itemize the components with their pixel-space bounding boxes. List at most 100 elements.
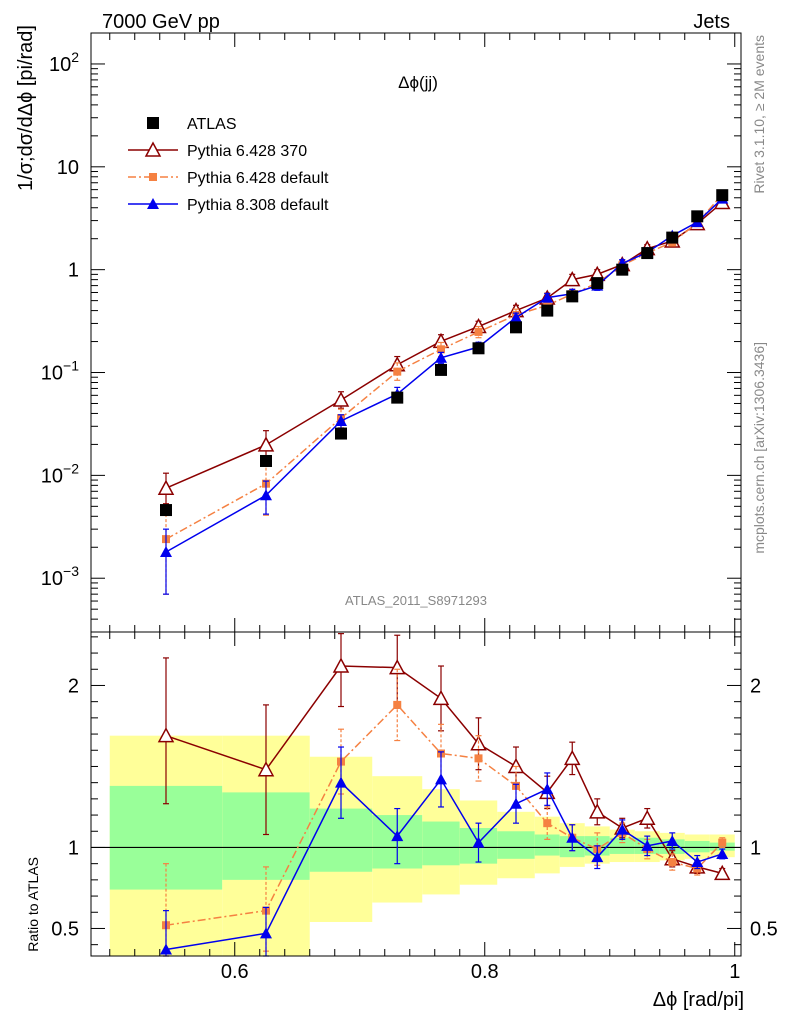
x-tick-label: 0.6 [221, 961, 249, 983]
data-point [541, 304, 554, 317]
data-point [160, 504, 172, 517]
series-atlas [160, 189, 729, 517]
stat-band-bin [422, 821, 460, 866]
data-point [472, 342, 485, 355]
data-point [257, 436, 275, 452]
data-point [160, 545, 172, 557]
ratio-frame [90, 631, 742, 957]
category-label: Jets [693, 11, 730, 33]
data-point [435, 363, 447, 376]
ratio-series-pythia-8-308-default [160, 746, 729, 957]
stat-band-bin [709, 842, 735, 851]
data-point [541, 291, 554, 303]
data-point [332, 391, 350, 407]
data-point [260, 454, 272, 467]
x-axis-title: Δϕ [rad/pi] [653, 989, 744, 1011]
legend: ATLAS Pythia 6.428 370 Pythia 6.428 defa… [128, 116, 329, 214]
legend-label-py8-default: Pythia 8.308 default [187, 197, 329, 214]
data-point [666, 231, 679, 244]
ratio-point [563, 749, 581, 766]
stat-band-bin [684, 840, 710, 853]
legend-label-py6-370: Pythia 6.428 370 [187, 143, 307, 160]
ratio-y-tick-label-right: 1 [750, 837, 761, 859]
ratio-point [691, 856, 704, 868]
legend-marker-py6-370 [144, 141, 162, 157]
ratio-point [335, 776, 347, 788]
x-tick-label: 0.8 [471, 961, 499, 983]
ratio-point [391, 830, 404, 842]
ratio-y-tick-label: 2 [68, 675, 79, 697]
ratio-point [588, 803, 606, 819]
ratio-y-axis-title: Ratio to ATLAS [25, 857, 41, 952]
ratio-point [543, 819, 552, 828]
y-tick-label: 10−1 [41, 358, 79, 385]
uncertainty-bands [109, 735, 735, 956]
y-tick-label: 1 [68, 260, 79, 282]
stat-band-bin [534, 834, 560, 856]
data-point [716, 189, 729, 202]
ratio-point [435, 773, 447, 785]
data-point [437, 345, 445, 354]
ratio-y-tick-label: 1 [68, 837, 79, 859]
y-tick-label: 102 [49, 49, 79, 76]
data-point [157, 479, 175, 495]
legend-label-py6-default: Pythia 6.428 default [187, 170, 329, 187]
legend-label-atlas: ATLAS [187, 116, 237, 133]
y-tick-label: 10−3 [41, 563, 79, 590]
ratio-y-tick-label-right: 0.5 [750, 918, 778, 940]
ratio-point [616, 823, 629, 835]
ratio-point [472, 836, 485, 848]
ratio-point [566, 831, 579, 843]
data-point [474, 327, 483, 336]
legend-marker-py8-default [147, 198, 159, 209]
x-tick-label: 1 [729, 961, 740, 983]
ratio-point [666, 834, 679, 846]
ratio-y-tick-label: 0.5 [51, 918, 79, 940]
axis-ticks: 10−3 10−2 10−1 1 10 102 0.6 0.8 1 0.5 0.5 1 1 2 2 [41, 32, 778, 983]
ratio-point [332, 657, 350, 673]
legend-marker-atlas [147, 117, 159, 129]
rivet-label: Rivet 3.1.10, ≥ 2M events [751, 35, 767, 194]
stat-band-bin [497, 831, 535, 859]
ratio-point [713, 864, 731, 881]
ratio-plot-area [91, 633, 741, 957]
data-point [616, 263, 629, 276]
legend-marker-py6-default [149, 173, 157, 181]
ratio-point [393, 700, 402, 709]
data-point [566, 290, 579, 303]
ratio-point [716, 847, 729, 859]
data-point [591, 277, 604, 290]
ratio-point [157, 727, 175, 743]
ratio-point [718, 838, 727, 847]
ratio-point [541, 783, 554, 795]
ratio-point [160, 943, 172, 955]
ratio-point [668, 858, 677, 867]
ratio-point [591, 851, 604, 863]
ratio-point [257, 761, 275, 777]
chart-title: Δϕ(jj) [398, 73, 438, 92]
analysis-id: ATLAS_2011_S8971293 [345, 593, 487, 608]
y-tick-label: 10−2 [41, 460, 79, 487]
main-plot-area [157, 189, 731, 595]
ratio-point [432, 689, 450, 706]
ratio-point [641, 839, 654, 851]
y-tick-label: 10 [57, 157, 79, 179]
ratio-point [474, 754, 483, 763]
mcplots-label: mcplots.cern.ch [arXiv:1306.3436] [751, 342, 767, 554]
ratio-point [638, 809, 656, 826]
energy-label: 7000 GeV pp [102, 11, 220, 33]
data-point [641, 247, 654, 260]
data-point [510, 321, 522, 334]
data-point [260, 489, 272, 501]
stat-band-bin [609, 837, 635, 854]
data-point [335, 427, 347, 440]
data-point [393, 367, 402, 376]
data-point [563, 271, 581, 287]
ratio-point [510, 797, 522, 809]
data-point [691, 210, 704, 223]
main-y-axis-title: 1/σ;dσ/dΔϕ [pi/rad] [15, 25, 37, 191]
stat-band-bin [309, 808, 373, 872]
data-point [510, 311, 522, 323]
data-point [435, 351, 447, 363]
